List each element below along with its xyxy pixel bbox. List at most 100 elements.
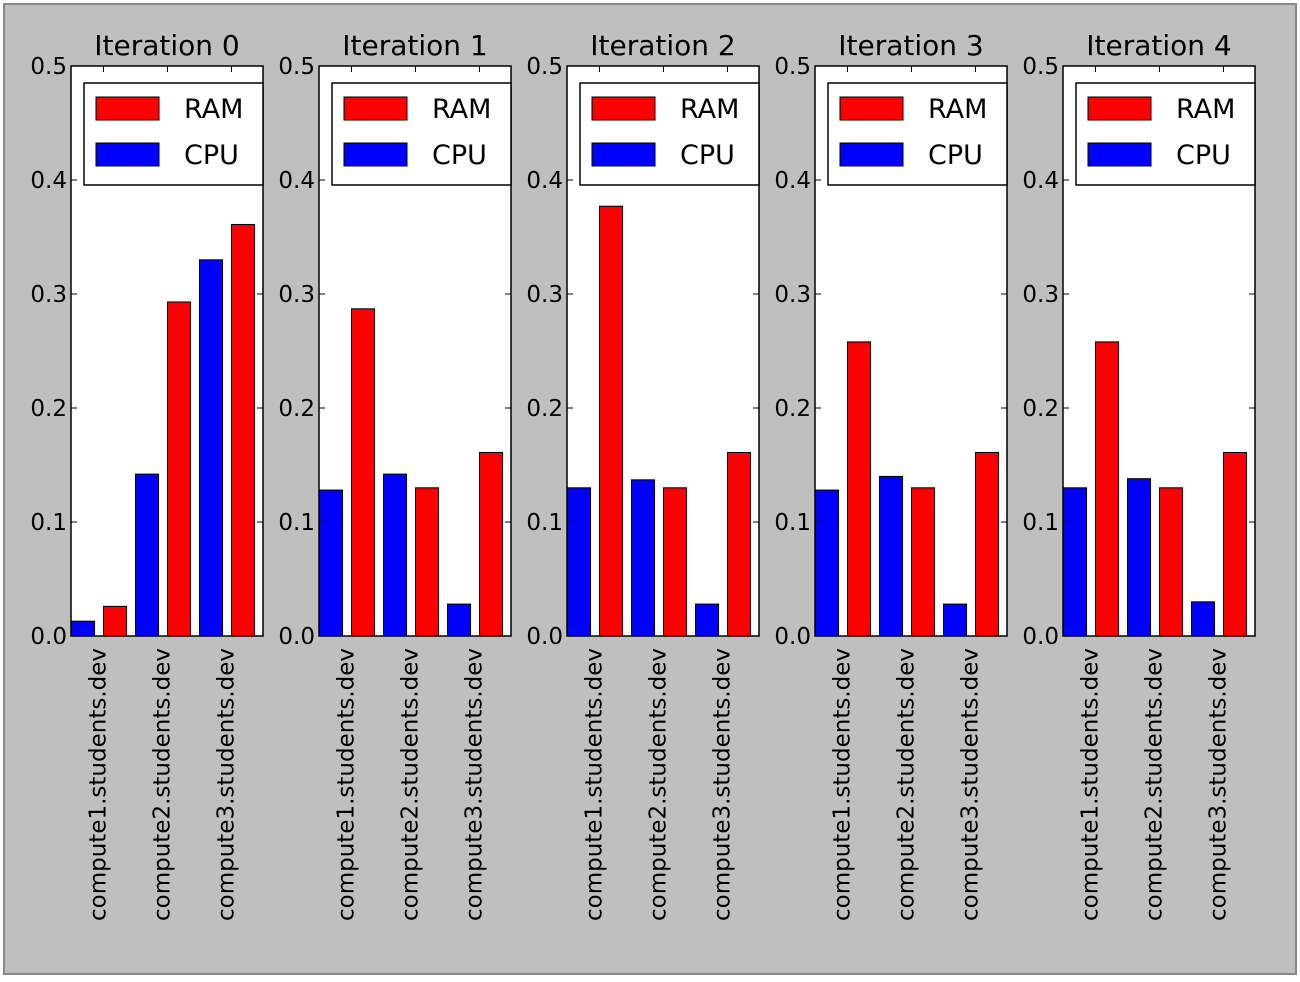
- y-tick-label: 0.1: [30, 510, 67, 536]
- x-tick-label: compute2.students.dev: [398, 648, 424, 921]
- x-tick-label: compute3.students.dev: [214, 648, 240, 921]
- y-tick-label: 0.4: [1022, 168, 1059, 194]
- legend-label-ram: RAM: [928, 94, 987, 125]
- bar-cpu-0: [815, 489, 840, 637]
- bar-cpu-0: [567, 487, 592, 637]
- subplot-title: Iteration 3: [838, 29, 983, 62]
- bar-cpu-1: [879, 475, 904, 637]
- y-tick-label: 0.2: [526, 396, 563, 422]
- subplot-0: 0.0 0.1 0.2 0.3 0.4 0.5 compute1.students.dev c…: [30, 29, 264, 921]
- subplot-title: Iteration 2: [590, 29, 735, 62]
- bar-cpu-0: [1063, 487, 1088, 637]
- y-tick-label: 0.3: [1022, 282, 1059, 308]
- x-tick-label: compute1.students.dev: [86, 648, 112, 921]
- x-tick-label: compute3.students.dev: [710, 648, 736, 921]
- subplot-4: 0.0 0.1 0.2 0.3 0.4 0.5 compute1.students.dev c…: [1022, 29, 1256, 921]
- bar-cpu-1: [631, 479, 656, 637]
- y-tick-label: 0.2: [30, 396, 67, 422]
- y-tick-label: 0.3: [278, 282, 315, 308]
- x-tick-label: compute2.students.dev: [646, 648, 672, 921]
- legend-swatch-ram: [1087, 96, 1152, 121]
- y-tick-label: 0.0: [774, 624, 811, 650]
- bar-cpu-2: [695, 603, 720, 637]
- x-tick-label: compute1.students.dev: [830, 648, 856, 921]
- y-tick-label: 0.0: [30, 624, 67, 650]
- y-tick-label: 0.3: [30, 282, 67, 308]
- y-tick-label: 0.1: [774, 510, 811, 536]
- y-tick-label: 0.1: [526, 510, 563, 536]
- bar-ram-0: [103, 605, 128, 637]
- legend-swatch-ram: [591, 96, 656, 121]
- y-tick-label: 0.0: [526, 624, 563, 650]
- bar-ram-0: [599, 205, 624, 637]
- y-tick-label: 0.4: [30, 168, 67, 194]
- subplot-title: Iteration 1: [342, 29, 487, 62]
- legend-label-cpu: CPU: [928, 140, 983, 171]
- x-tick-label: compute3.students.dev: [958, 648, 984, 921]
- legend-label-cpu: CPU: [432, 140, 487, 171]
- bar-ram-1: [1159, 487, 1184, 637]
- bar-ram-2: [231, 223, 256, 637]
- y-tick-label: 0.1: [1022, 510, 1059, 536]
- y-tick-label: 0.2: [278, 396, 315, 422]
- legend-swatch-cpu: [343, 142, 408, 167]
- y-tick-label: 0.4: [774, 168, 811, 194]
- legend-swatch-cpu: [95, 142, 160, 167]
- bar-ram-1: [167, 301, 192, 637]
- bar-cpu-1: [1127, 478, 1152, 637]
- x-tick-label: compute3.students.dev: [1206, 648, 1232, 921]
- x-tick-label: compute1.students.dev: [582, 648, 608, 921]
- bar-ram-1: [663, 487, 688, 637]
- y-tick-label: 0.5: [526, 54, 563, 80]
- bar-ram-0: [847, 341, 872, 637]
- x-tick-label: compute3.students.dev: [462, 648, 488, 921]
- y-tick-label: 0.1: [278, 510, 315, 536]
- bar-cpu-1: [135, 473, 160, 637]
- y-tick-label: 0.5: [278, 54, 315, 80]
- x-tick-label: compute1.students.dev: [334, 648, 360, 921]
- bar-ram-2: [479, 451, 504, 637]
- legend-label-cpu: CPU: [680, 140, 735, 171]
- legend-swatch-ram: [95, 96, 160, 121]
- subplot-2: 0.0 0.1 0.2 0.3 0.4 0.5 compute1.students.dev c…: [526, 29, 760, 921]
- bar-cpu-1: [383, 473, 408, 637]
- y-tick-label: 0.0: [1022, 624, 1059, 650]
- bar-cpu-2: [199, 259, 224, 637]
- x-tick-label: compute2.students.dev: [150, 648, 176, 921]
- bar-ram-1: [415, 487, 440, 637]
- legend-label-cpu: CPU: [184, 140, 239, 171]
- bar-ram-2: [727, 451, 752, 637]
- y-tick-label: 0.4: [278, 168, 315, 194]
- legend-label-ram: RAM: [184, 94, 243, 125]
- subplot-3: 0.0 0.1 0.2 0.3 0.4 0.5 compute1.students.dev c…: [774, 29, 1008, 921]
- x-tick-label: compute1.students.dev: [1078, 648, 1104, 921]
- bar-ram-2: [975, 451, 1000, 637]
- legend-swatch-cpu: [1087, 142, 1152, 167]
- x-tick-label: compute2.students.dev: [1142, 648, 1168, 921]
- bar-ram-1: [911, 487, 936, 637]
- bar-cpu-0: [71, 620, 96, 637]
- bar-ram-2: [1223, 451, 1248, 637]
- bar-cpu-2: [447, 603, 472, 637]
- y-tick-label: 0.3: [526, 282, 563, 308]
- subplot-1: 0.0 0.1 0.2 0.3 0.4 0.5 compute1.students.dev c…: [278, 29, 512, 921]
- y-tick-label: 0.2: [774, 396, 811, 422]
- legend-label-ram: RAM: [680, 94, 739, 125]
- bar-cpu-2: [1191, 601, 1216, 637]
- legend-swatch-ram: [343, 96, 408, 121]
- bar-ram-0: [1095, 341, 1120, 637]
- subplot-title: Iteration 4: [1086, 29, 1231, 62]
- bar-ram-0: [351, 308, 376, 637]
- y-tick-label: 0.5: [30, 54, 67, 80]
- legend-label-ram: RAM: [432, 94, 491, 125]
- y-tick-label: 0.5: [1022, 54, 1059, 80]
- y-tick-label: 0.3: [774, 282, 811, 308]
- legend-swatch-ram: [839, 96, 904, 121]
- bar-cpu-2: [943, 603, 968, 637]
- legend-swatch-cpu: [839, 142, 904, 167]
- y-tick-label: 0.4: [526, 168, 563, 194]
- y-tick-label: 0.0: [278, 624, 315, 650]
- bar-cpu-0: [319, 489, 344, 637]
